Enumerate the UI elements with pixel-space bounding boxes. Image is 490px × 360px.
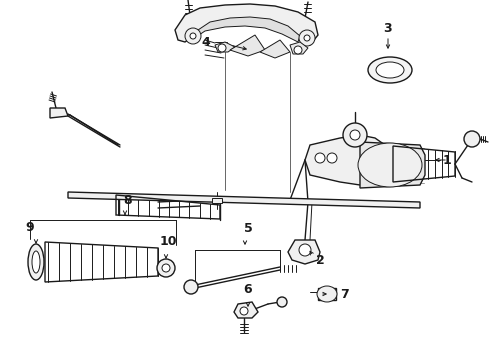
Polygon shape <box>305 135 388 185</box>
Circle shape <box>320 287 334 301</box>
Polygon shape <box>318 288 336 300</box>
Circle shape <box>304 35 310 41</box>
Circle shape <box>162 264 170 272</box>
Circle shape <box>240 307 248 315</box>
Text: 2: 2 <box>316 253 325 266</box>
Polygon shape <box>195 17 300 42</box>
Text: 7: 7 <box>340 288 349 301</box>
Circle shape <box>299 30 315 46</box>
Circle shape <box>184 280 198 294</box>
Polygon shape <box>50 108 68 118</box>
Circle shape <box>218 44 226 52</box>
Text: 1: 1 <box>443 153 452 166</box>
Circle shape <box>299 244 311 256</box>
Text: 6: 6 <box>244 283 252 296</box>
Text: 9: 9 <box>25 221 34 234</box>
Ellipse shape <box>376 62 404 78</box>
Polygon shape <box>260 40 290 58</box>
Polygon shape <box>230 35 265 56</box>
Polygon shape <box>68 192 420 208</box>
Polygon shape <box>175 4 318 45</box>
Polygon shape <box>234 302 258 318</box>
Polygon shape <box>290 42 308 54</box>
Text: 10: 10 <box>160 235 177 248</box>
Circle shape <box>464 131 480 147</box>
Ellipse shape <box>32 251 40 273</box>
Circle shape <box>315 153 325 163</box>
Circle shape <box>190 33 196 39</box>
Circle shape <box>185 28 201 44</box>
Circle shape <box>343 123 367 147</box>
Circle shape <box>294 46 302 54</box>
Polygon shape <box>212 198 222 203</box>
Circle shape <box>157 259 175 277</box>
Text: 4: 4 <box>201 36 210 49</box>
Polygon shape <box>215 42 235 52</box>
Polygon shape <box>360 142 425 188</box>
Ellipse shape <box>28 244 44 280</box>
Text: 3: 3 <box>384 22 392 35</box>
Ellipse shape <box>358 143 422 187</box>
Polygon shape <box>288 240 320 264</box>
Circle shape <box>350 130 360 140</box>
Ellipse shape <box>317 286 337 302</box>
Text: 5: 5 <box>244 222 252 235</box>
Circle shape <box>327 153 337 163</box>
Ellipse shape <box>368 57 412 83</box>
Text: 8: 8 <box>123 194 132 207</box>
Circle shape <box>277 297 287 307</box>
